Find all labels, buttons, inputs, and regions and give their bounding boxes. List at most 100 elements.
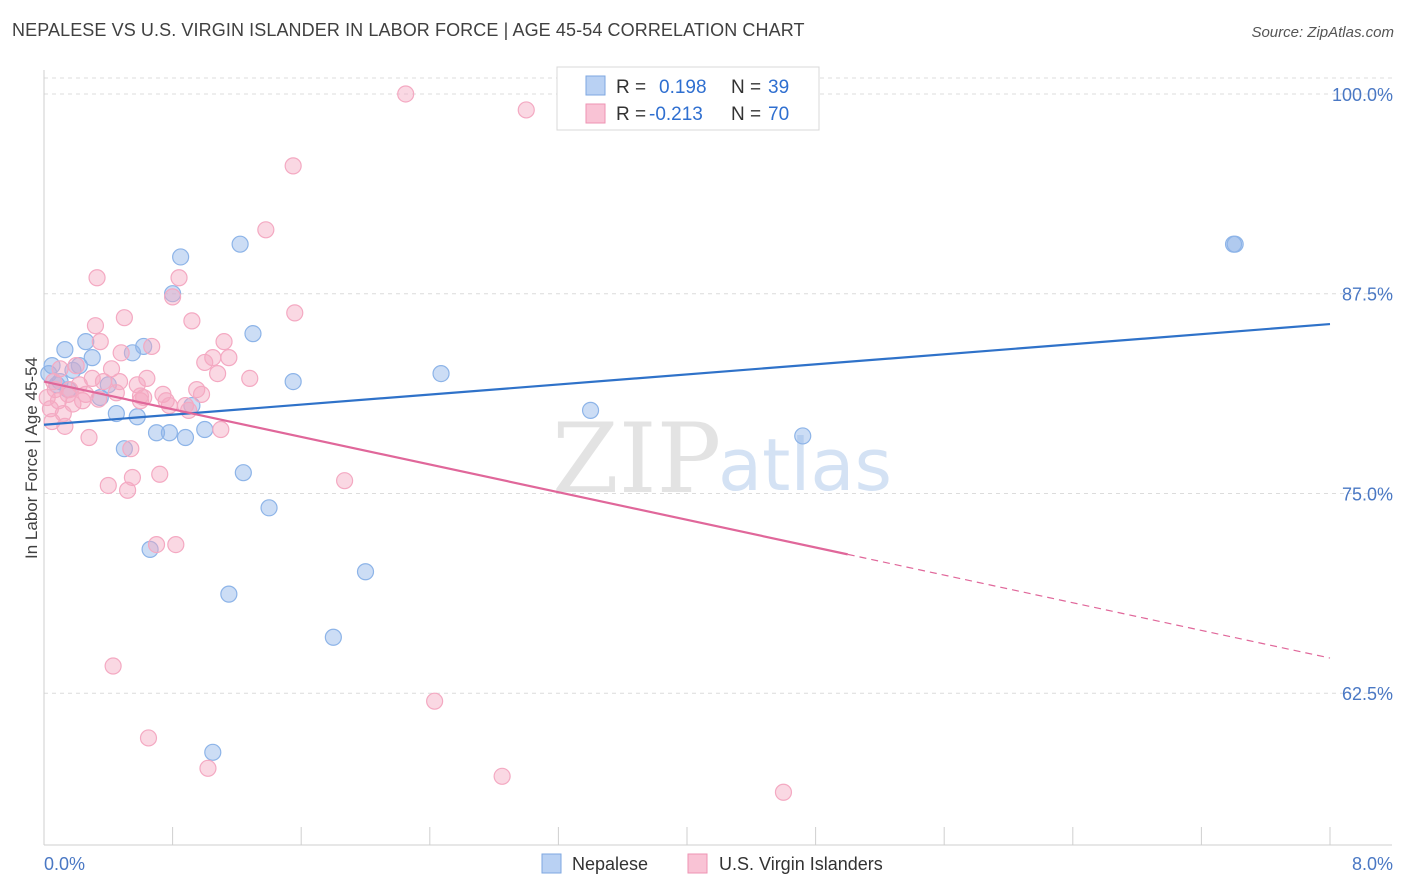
point-nepalese — [83, 349, 101, 367]
trend-line-virgin-islanders-dashed — [847, 553, 1331, 659]
point-virgin-islanders — [180, 401, 198, 419]
legend-n-value-2: 70 — [768, 104, 789, 125]
point-nepalese — [196, 420, 214, 439]
point-nepalese — [204, 743, 222, 761]
point-nepalese — [160, 424, 178, 442]
point-virgin-islanders — [257, 221, 275, 239]
point-nepalese — [176, 428, 195, 447]
watermark-atlas: atlas — [718, 423, 892, 507]
source-label: Source: ZipAtlas.com — [1251, 24, 1394, 41]
point-virgin-islanders — [49, 392, 68, 410]
point-virgin-islanders — [183, 312, 201, 330]
point-virgin-islanders — [188, 380, 206, 399]
axes — [43, 70, 1392, 846]
point-virgin-islanders — [102, 360, 121, 378]
point-nepalese — [581, 401, 600, 419]
point-nepalese — [794, 427, 812, 445]
y-tick-label: 87.5% — [1342, 285, 1393, 305]
point-virgin-islanders — [86, 317, 105, 335]
point-virgin-islanders — [167, 535, 185, 554]
point-nepalese — [234, 464, 252, 482]
point-virgin-islanders — [170, 269, 188, 287]
point-nepalese — [107, 404, 125, 423]
bottom-legend: Nepalese U.S. Virgin Islanders — [541, 853, 883, 874]
legend-r-value-2: -0.213 — [649, 104, 703, 125]
point-virgin-islanders — [88, 269, 106, 287]
point-virgin-islanders — [143, 337, 161, 356]
point-nepalese — [147, 424, 166, 442]
point-virgin-islanders — [284, 157, 302, 175]
point-nepalese — [172, 248, 190, 266]
point-virgin-islanders — [147, 535, 166, 554]
point-virgin-islanders — [61, 380, 79, 399]
point-virgin-islanders — [426, 692, 444, 710]
point-virgin-islanders — [493, 767, 511, 785]
point-virgin-islanders — [131, 387, 150, 405]
point-virgin-islanders — [517, 101, 535, 119]
point-nepalese — [231, 235, 249, 253]
point-virgin-islanders — [80, 428, 98, 447]
point-virgin-islanders — [196, 353, 214, 372]
point-virgin-islanders — [64, 395, 82, 413]
point-virgin-islanders — [192, 385, 211, 403]
point-nepalese — [77, 333, 95, 351]
legend-r-value-1: 0.198 — [659, 77, 707, 98]
data-points — [38, 85, 1244, 801]
point-virgin-islanders — [215, 333, 233, 351]
point-nepalese — [56, 341, 74, 359]
trend-lines — [43, 322, 1331, 659]
legend-n-label-2: N = — [731, 104, 761, 125]
point-virgin-islanders — [160, 396, 178, 415]
legend-swatch-nepalese — [585, 75, 606, 96]
point-virgin-islanders — [112, 344, 130, 362]
point-virgin-islanders — [204, 349, 222, 367]
trend-line-nepalese — [43, 322, 1331, 426]
trend-line-virgin-islanders — [43, 380, 848, 556]
point-virgin-islanders — [104, 657, 122, 675]
point-virgin-islanders — [115, 309, 133, 327]
watermark-zip: ZIP — [552, 403, 721, 515]
point-virgin-islanders — [774, 783, 793, 801]
point-virgin-islanders — [241, 369, 259, 388]
point-virgin-islanders — [91, 333, 109, 351]
y-tick-label: 100.0% — [1332, 85, 1393, 105]
point-virgin-islanders — [220, 349, 238, 367]
y-tick-labels: 62.5% 75.0% 87.5% 100.0% — [1332, 85, 1393, 704]
point-virgin-islanders — [139, 729, 158, 747]
legend-n-value-1: 39 — [768, 77, 789, 98]
point-nepalese — [244, 325, 262, 343]
point-nepalese — [432, 365, 450, 383]
point-nepalese — [115, 440, 133, 458]
x-tick-label-min: 0.0% — [44, 854, 85, 874]
legend-swatch-virgin-islanders — [585, 103, 606, 124]
legend-n-label-1: N = — [731, 77, 761, 98]
y-tick-label: 75.0% — [1342, 484, 1393, 504]
bottom-legend-label-virgin-islanders: U.S. Virgin Islanders — [719, 854, 883, 874]
point-nepalese — [260, 499, 278, 517]
point-virgin-islanders — [138, 369, 156, 388]
stats-legend: R = 0.198 N = 39 R = -0.213 N = 70 — [556, 66, 820, 131]
legend-r-label-1: R = — [616, 77, 646, 98]
point-virgin-islanders — [397, 85, 415, 103]
point-virgin-islanders — [199, 759, 217, 777]
point-virgin-islanders — [122, 440, 140, 458]
point-nepalese — [356, 563, 375, 581]
point-nepalese — [324, 628, 342, 646]
bottom-legend-swatch-virgin-islanders — [687, 853, 708, 874]
chart-title: NEPALESE VS U.S. VIRGIN ISLANDER IN LABO… — [12, 20, 805, 40]
point-virgin-islanders — [99, 476, 117, 495]
point-virgin-islanders — [67, 357, 85, 375]
point-virgin-islanders — [110, 372, 129, 391]
point-virgin-islanders — [118, 481, 137, 499]
y-tick-label: 62.5% — [1342, 684, 1393, 704]
point-virgin-islanders — [212, 420, 230, 439]
point-virgin-islanders — [164, 288, 182, 306]
point-virgin-islanders — [151, 465, 169, 483]
point-virgin-islanders — [209, 365, 227, 383]
point-virgin-islanders — [83, 369, 101, 388]
point-nepalese — [220, 585, 238, 603]
point-virgin-islanders — [336, 472, 354, 490]
point-nepalese — [284, 372, 302, 391]
point-nepalese — [1226, 235, 1244, 253]
